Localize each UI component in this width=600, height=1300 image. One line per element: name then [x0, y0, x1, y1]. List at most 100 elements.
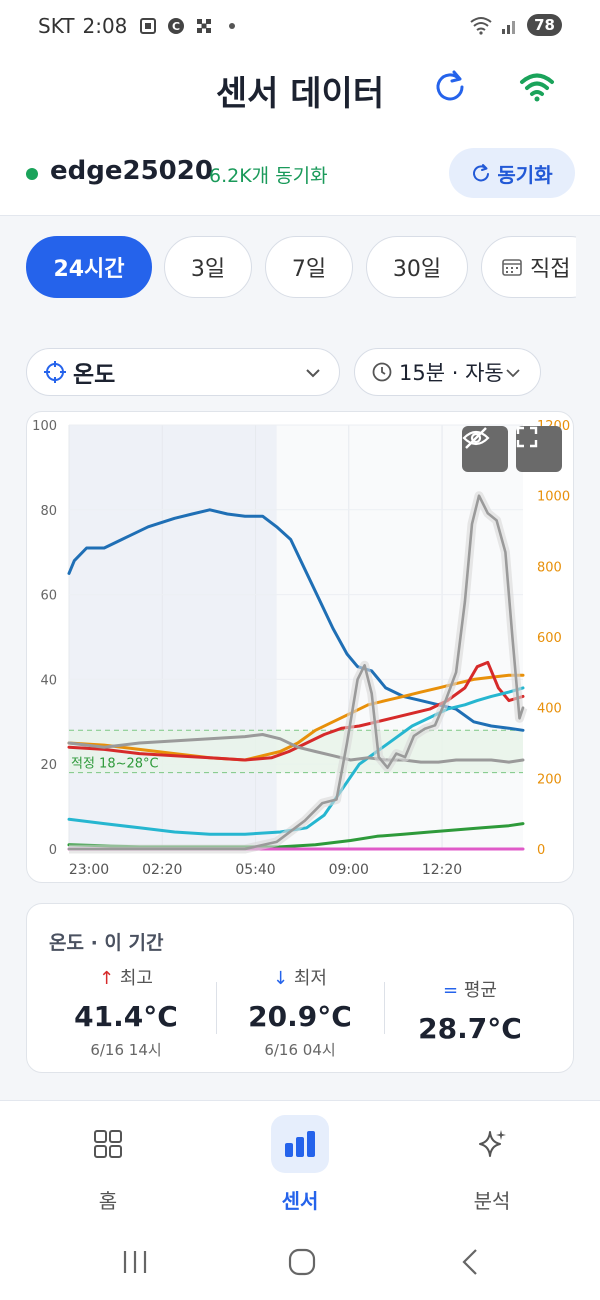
grid-icon: [94, 1130, 122, 1158]
stat-min: ↓ 최저 20.9°C 6/16 04시: [215, 964, 385, 1060]
y-left-tick-label: 20: [40, 758, 57, 773]
y-left-tick-label: 40: [40, 673, 57, 688]
bar-chart-icon: [285, 1131, 315, 1157]
recent-apps-icon[interactable]: [120, 1247, 150, 1277]
calendar-icon: [502, 259, 522, 276]
stat-min-value: 20.9°C: [248, 1000, 352, 1033]
back-icon[interactable]: [458, 1247, 484, 1277]
x-tick-label: 23:00: [69, 862, 109, 878]
bottom-nav: 홈 센서 분석: [0, 1100, 600, 1300]
stat-max-label-text: 최고: [119, 968, 153, 989]
clock-icon: [372, 362, 392, 382]
stat-avg-value: 28.7°C: [418, 1012, 522, 1045]
stat-avg-label: = 평균: [385, 976, 555, 1002]
y-right-tick-label: 200: [537, 772, 562, 787]
night-shade: [69, 425, 277, 849]
stats-title: 온도 · 이 기간: [49, 932, 164, 954]
device-name: edge25020: [50, 156, 213, 186]
nav-home-label: 홈: [98, 1189, 118, 1213]
sync-button[interactable]: 동기화: [449, 148, 575, 198]
stat-min-label: ↓ 최저: [215, 964, 385, 990]
stat-avg-label-text: 평균: [463, 980, 497, 1001]
series-line: [67, 494, 525, 851]
carrier-label: SKT: [38, 14, 75, 38]
chip-label: 7일: [291, 257, 327, 282]
screenshot-icon: [140, 18, 157, 34]
x-tick-label: 12:20: [422, 862, 462, 878]
sensor-chart[interactable]: 적정 18~28°C020406080100020040060080010001…: [27, 412, 575, 884]
divider: [384, 982, 385, 1034]
hide-series-button[interactable]: [462, 426, 508, 472]
chevron-down-icon: [506, 369, 520, 378]
interval-select[interactable]: 15분 · 자동: [354, 348, 541, 396]
sync-button-label: 동기화: [497, 162, 553, 187]
stat-max: ↑ 최고 41.4°C 6/16 14시: [41, 964, 211, 1060]
y-right-tick-label: 1000: [537, 490, 570, 505]
range-chips: 24시간 3일 7일 30일 직접: [0, 236, 576, 300]
equals-icon: =: [443, 980, 459, 1001]
chip-24h[interactable]: 24시간: [26, 236, 152, 298]
nav-analysis-label: 분석: [473, 1189, 511, 1213]
chip-label: 3일: [190, 257, 226, 282]
page-title: 센서 데이터: [215, 74, 385, 114]
arrow-down-icon: ↓: [273, 968, 289, 989]
y-left-tick-label: 80: [40, 504, 57, 519]
stat-max-time: 6/16 14시: [90, 1041, 162, 1059]
device-bar: edge25020 6.2K개 동기화 동기화: [0, 128, 600, 216]
band-label: 적정 18~28°C: [71, 757, 159, 772]
crosshair-icon: [44, 361, 66, 383]
y-right-tick-label: 800: [537, 560, 562, 575]
home-button-icon[interactable]: [287, 1247, 317, 1277]
stats-card: 온도 · 이 기간 ↑ 최고 41.4°C 6/16 14시 ↓ 최저 20.9…: [26, 903, 574, 1073]
stat-min-label-text: 최저: [293, 968, 327, 989]
battery-level: 78: [527, 14, 562, 36]
clock: 2:08: [82, 14, 128, 38]
sync-icon: [473, 164, 490, 182]
y-right-tick-label: 600: [537, 631, 562, 646]
svg-text:C: C: [172, 20, 180, 33]
chart-card: 적정 18~28°C020406080100020040060080010001…: [26, 411, 574, 883]
y-right-tick-label: 400: [537, 702, 562, 717]
fullscreen-icon: [516, 426, 538, 448]
chip-custom[interactable]: 직접: [481, 236, 576, 298]
nav-sensor[interactable]: 센서: [220, 1115, 380, 1214]
x-tick-label: 05:40: [235, 862, 275, 878]
refresh-icon[interactable]: [432, 68, 468, 104]
sparkle-icon: [479, 1130, 506, 1157]
divider: [216, 982, 217, 1034]
y-right-tick-label: 0: [537, 843, 545, 858]
sync-count: 6.2K개 동기화: [209, 165, 328, 187]
chip-3d[interactable]: 3일: [164, 236, 252, 298]
grid-icon: [197, 19, 212, 33]
series-line: [67, 660, 525, 762]
chip-7d[interactable]: 7일: [265, 236, 353, 298]
chip-label: 24시간: [53, 257, 125, 282]
wifi-icon[interactable]: [518, 68, 556, 104]
metric-select[interactable]: 온도: [26, 348, 340, 396]
chevron-down-icon: [306, 369, 320, 378]
eye-off-icon: [462, 427, 490, 449]
interval-select-value: 15분 · 자동: [399, 361, 504, 385]
chip-30d[interactable]: 30일: [366, 236, 468, 298]
nav-sensor-label: 센서: [281, 1189, 319, 1213]
online-status-dot: [26, 168, 38, 180]
nav-analysis[interactable]: 분석: [412, 1115, 572, 1214]
nav-home[interactable]: 홈: [28, 1115, 188, 1214]
app-bar: 센서 데이터: [0, 52, 600, 128]
stat-avg: = 평균 28.7°C: [385, 976, 555, 1045]
stat-min-time: 6/16 04시: [264, 1041, 336, 1059]
signal-icon: [502, 21, 516, 34]
y-left-tick-label: 60: [40, 589, 57, 604]
y-left-tick-label: 100: [32, 419, 57, 434]
chip-label: 30일: [392, 257, 442, 282]
x-tick-label: 09:00: [329, 862, 369, 878]
fullscreen-button[interactable]: [516, 426, 562, 472]
copyright-icon: C: [168, 18, 185, 34]
stat-max-label: ↑ 최고: [41, 964, 211, 990]
metric-select-value: 온도: [73, 362, 116, 388]
stat-max-value: 41.4°C: [74, 1000, 178, 1033]
x-tick-label: 02:20: [142, 862, 182, 878]
arrow-up-icon: ↑: [99, 968, 115, 989]
wifi-status-icon: [470, 17, 492, 35]
status-bar: SKT 2:08 C 78: [0, 0, 600, 52]
